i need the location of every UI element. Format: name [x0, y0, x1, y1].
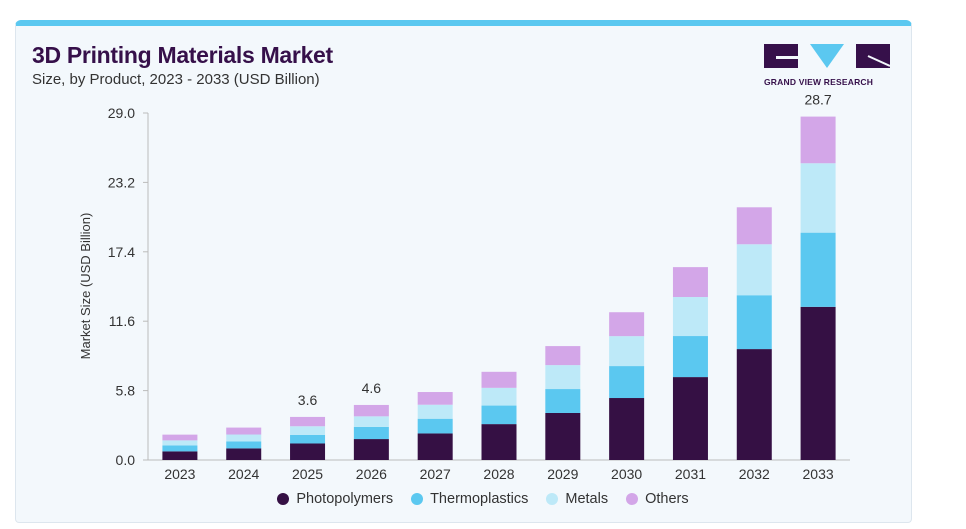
x-tick-label: 2023	[164, 466, 195, 482]
bar-others-2029	[545, 346, 581, 366]
legend-label: Thermoplastics	[430, 491, 529, 507]
chart-title: 3D Printing Materials Market	[32, 42, 333, 68]
bar-thermoplastics-2029	[545, 389, 581, 413]
bar-photopolymers-2024	[226, 448, 262, 460]
bar-others-2032	[736, 207, 772, 245]
legend-item-others: Others	[626, 491, 689, 507]
bar-thermoplastics-2030	[609, 366, 645, 399]
y-tick-label: 29.0	[108, 105, 135, 121]
bar-others-2030	[609, 312, 645, 337]
bar-others-2025	[290, 416, 326, 427]
bar-metals-2030	[609, 336, 645, 367]
bar-photopolymers-2025	[290, 443, 326, 460]
x-tick-label: 2032	[739, 466, 770, 482]
bar-others-2028	[481, 371, 517, 388]
x-tick-label: 2030	[611, 466, 642, 482]
data-label: 3.6	[298, 392, 318, 408]
legend-dot-icon	[626, 493, 639, 505]
data-label: 28.7	[804, 92, 831, 108]
bar-photopolymers-2033	[800, 306, 836, 460]
bar-others-2024	[226, 427, 262, 435]
bar-others-2023	[162, 434, 198, 441]
y-tick-label: 11.6	[109, 313, 135, 329]
x-tick-label: 2031	[675, 466, 706, 482]
bar-thermoplastics-2023	[162, 445, 198, 452]
x-tick-label: 2028	[483, 466, 514, 482]
bar-thermoplastics-2026	[353, 426, 389, 440]
bar-others-2033	[800, 116, 836, 164]
bar-thermoplastics-2027	[417, 418, 453, 434]
bar-metals-2026	[353, 416, 389, 427]
x-tick-label: 2025	[292, 466, 323, 482]
legend-dot-icon	[546, 493, 559, 505]
bar-others-2026	[353, 404, 389, 417]
legend-item-thermoplastics: Thermoplastics	[411, 491, 528, 507]
bar-photopolymers-2023	[162, 451, 198, 460]
legend-item-photopolymers: Photopolymers	[277, 491, 393, 507]
bar-metals-2028	[481, 387, 517, 406]
legend-item-metals: Metals	[546, 491, 608, 507]
y-axis-label: Market Size (USD Billion)	[78, 213, 93, 360]
bar-photopolymers-2030	[609, 398, 645, 460]
legend: Photopolymers Thermoplastics Metals Others	[0, 491, 966, 509]
legend-label: Others	[645, 491, 689, 507]
x-tick-label: 2033	[803, 466, 834, 482]
bar-metals-2032	[736, 244, 772, 296]
bar-thermoplastics-2025	[290, 434, 326, 444]
bar-metals-2033	[800, 163, 836, 233]
gvr-logo-icon	[764, 44, 891, 68]
grand-view-research-logo: GRAND VIEW RESEARCH	[764, 44, 891, 87]
legend-dot-icon	[277, 493, 290, 505]
bar-metals-2025	[290, 426, 326, 435]
bar-photopolymers-2029	[545, 412, 581, 460]
bar-photopolymers-2028	[481, 424, 517, 460]
bar-thermoplastics-2032	[736, 295, 772, 350]
bar-metals-2027	[417, 404, 453, 419]
y-tick-label: 0.0	[116, 452, 136, 468]
logo-text: GRAND VIEW RESEARCH	[764, 77, 874, 87]
bar-thermoplastics-2028	[481, 405, 517, 425]
bar-photopolymers-2031	[672, 377, 708, 460]
chart-subtitle: Size, by Product, 2023 - 2033 (USD Billi…	[32, 71, 320, 88]
y-tick-label: 23.2	[108, 174, 135, 190]
legend-dot-icon	[411, 493, 424, 505]
bar-metals-2024	[226, 434, 262, 442]
y-tick-label: 17.4	[108, 244, 135, 260]
x-tick-label: 2026	[356, 466, 387, 482]
bar-thermoplastics-2031	[672, 336, 708, 378]
bar-photopolymers-2027	[417, 433, 453, 460]
data-label: 4.6	[362, 380, 382, 396]
x-tick-label: 2024	[228, 466, 259, 482]
bar-others-2027	[417, 392, 453, 405]
bar-metals-2029	[545, 365, 581, 390]
bar-photopolymers-2032	[736, 349, 772, 460]
legend-label: Metals	[565, 491, 609, 507]
bar-thermoplastics-2024	[226, 441, 262, 449]
x-tick-label: 2027	[420, 466, 451, 482]
x-tick-label: 2029	[547, 466, 578, 482]
y-tick-label: 5.8	[116, 383, 136, 399]
bar-metals-2031	[672, 297, 708, 337]
bar-photopolymers-2026	[353, 439, 389, 460]
legend-label: Photopolymers	[296, 491, 394, 507]
bar-thermoplastics-2033	[800, 232, 836, 307]
bar-others-2031	[672, 267, 708, 298]
bar-metals-2023	[162, 440, 198, 446]
